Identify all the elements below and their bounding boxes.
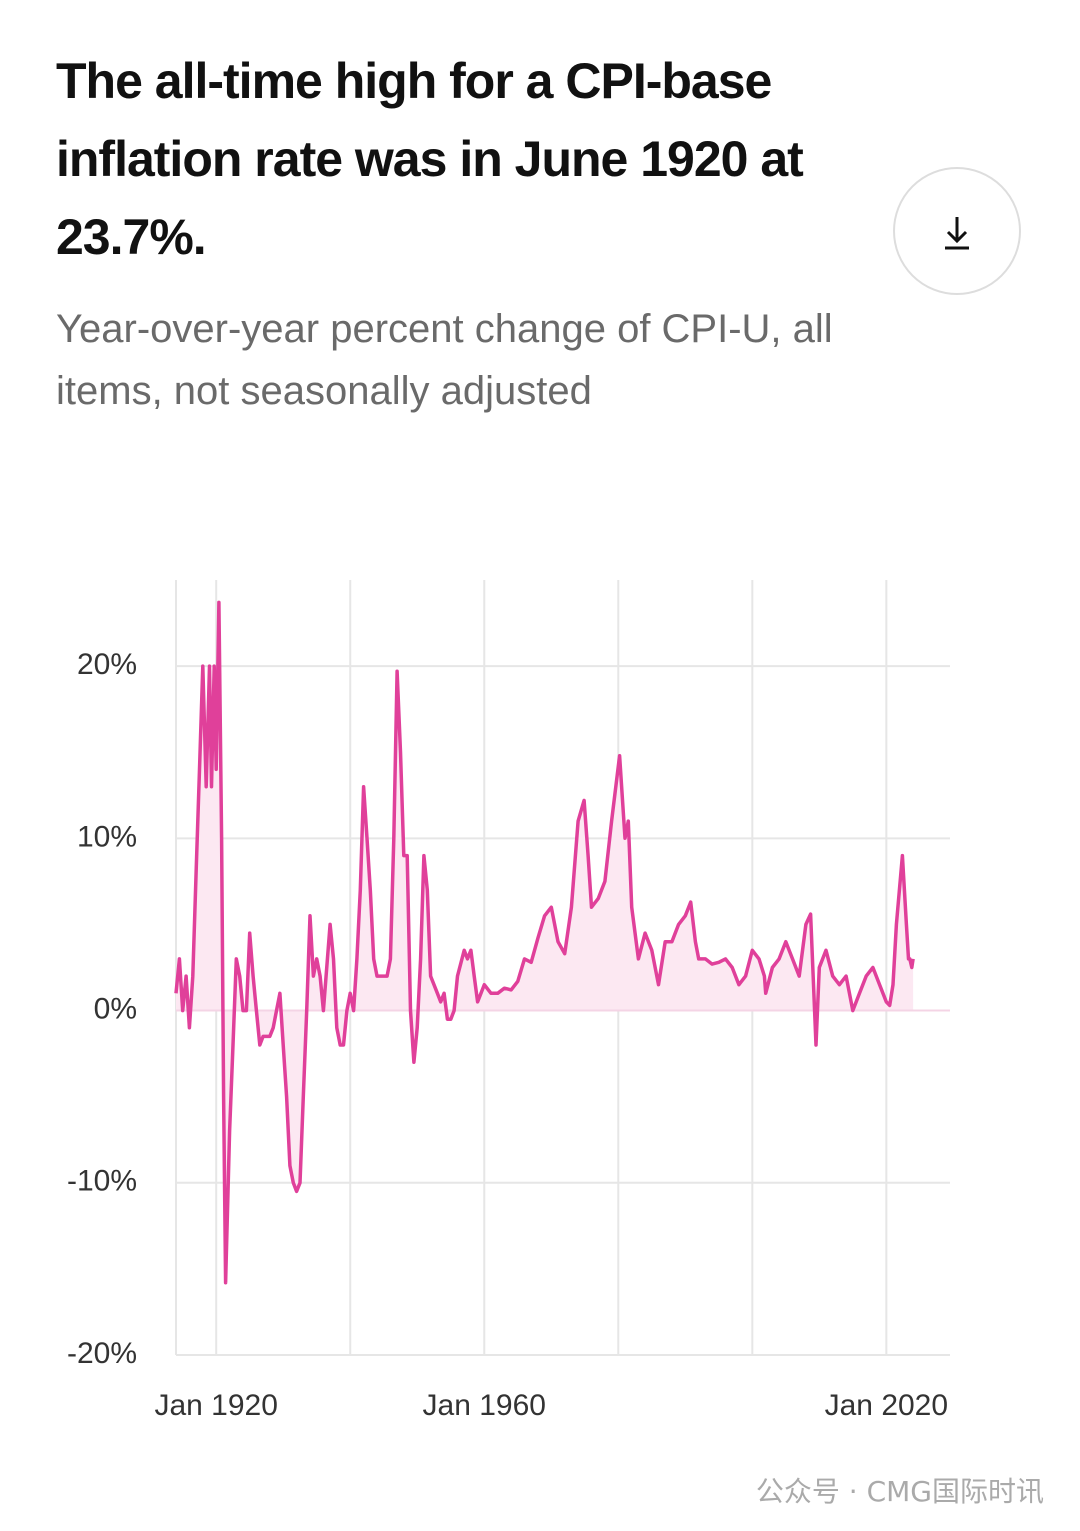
line (174, 600, 915, 1285)
area (176, 602, 914, 1283)
download-icon (945, 217, 969, 250)
y-tick-label: 20% (77, 648, 137, 681)
x-tick-label: Jan 1920 (154, 1389, 277, 1422)
title: The all-time high for a CPI-base inflati… (56, 53, 804, 265)
y-tick-label: -10% (67, 1165, 137, 1198)
watermark: 公众号 · CMG国际时讯 (755, 1475, 1044, 1508)
subtitle: Year-over-year percent change of CPI-U, … (56, 307, 833, 413)
y-tick-label: 10% (77, 820, 137, 853)
x-tick-label: Jan 1960 (423, 1389, 546, 1422)
download-button[interactable] (893, 167, 1021, 295)
x-tick-label: Jan 2020 (825, 1389, 948, 1422)
y-tick-label: -20% (67, 1337, 137, 1370)
y-tick-label: 0% (94, 992, 137, 1025)
